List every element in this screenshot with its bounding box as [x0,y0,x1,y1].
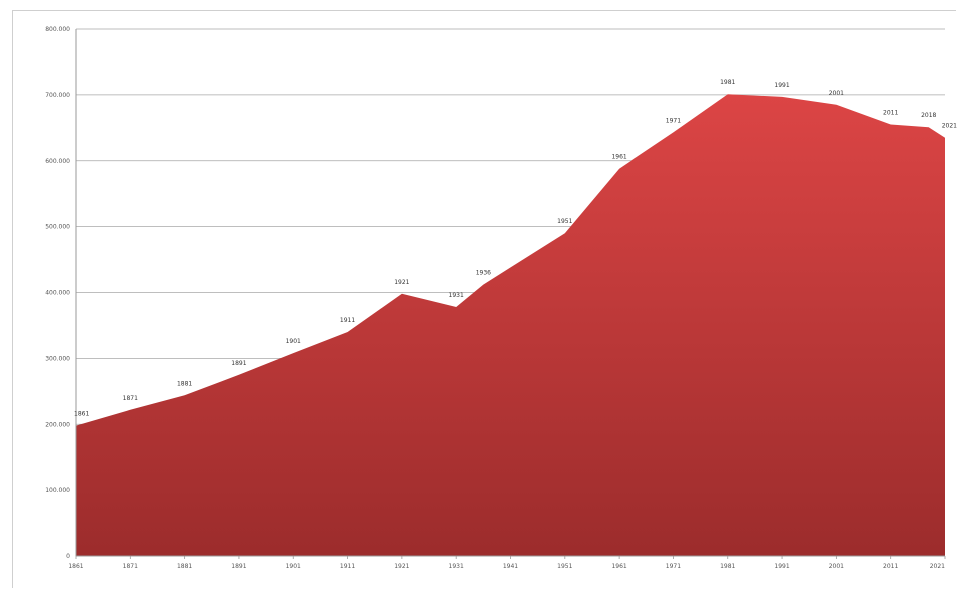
x-tick-label: 1881 [177,563,192,570]
x-tick-label: 1981 [720,563,735,570]
x-tick-label: 1961 [611,563,626,570]
data-label: 1961 [611,154,626,161]
x-tick-label: 1991 [774,563,789,570]
x-tick-label: 1941 [503,563,518,570]
x-tick-labels: 1861 1871 1881 1891 1901 1911 1921 1931 1941 1951… [68,556,946,570]
x-tick-label: 2011 [883,563,898,570]
x-tick-label: 1911 [340,563,355,570]
data-label: 1931 [449,292,464,299]
data-label: 2018 [921,112,936,119]
x-tick-label: 2001 [829,563,844,570]
x-tick-label: 1931 [449,563,464,570]
data-label: 2021 [942,123,957,130]
x-tick-label: 1871 [123,563,138,570]
x-tick-label: 1971 [666,563,681,570]
x-tick-label: 1951 [557,563,572,570]
x-tick-label: 1901 [286,563,301,570]
x-tick-label: 2021 [930,563,945,570]
y-tick-label: 700.000 [45,92,70,99]
data-label: 1891 [231,360,246,367]
x-tick-label: 1861 [68,563,83,570]
data-labels: 1861 1871 1881 1891 1901 1911 1921 1931 1936 1951… [74,79,957,417]
data-label: 2011 [883,110,898,117]
y-tick-label: 300.000 [45,355,70,362]
data-label: 2001 [829,90,844,97]
x-tick-label: 1921 [394,563,409,570]
x-tick-label: 1891 [231,563,246,570]
data-label: 1901 [286,338,301,345]
y-tick-label: 100.000 [45,487,70,494]
data-label: 1881 [177,380,192,387]
data-label: 1921 [394,279,409,286]
data-label: 1991 [774,82,789,89]
y-tick-label: 400.000 [45,290,70,297]
y-tick-label: 0 [66,553,70,560]
chart-frame [12,10,956,588]
data-label: 1951 [557,218,572,225]
data-label: 1871 [123,395,138,402]
y-tick-label: 600.000 [45,158,70,165]
y-tick-label: 500.000 [45,224,70,231]
data-label: 1861 [74,411,89,418]
population-area [76,94,945,556]
data-label: 1971 [666,117,681,124]
data-label: 1981 [720,79,735,86]
data-label: 1911 [340,317,355,324]
y-tick-label: 200.000 [45,421,70,428]
y-tick-labels: 0 100.000 200.000 300.000 400.000 500.000 600.… [45,26,70,560]
data-label: 1936 [476,270,491,277]
y-tick-label: 800.000 [45,26,70,33]
